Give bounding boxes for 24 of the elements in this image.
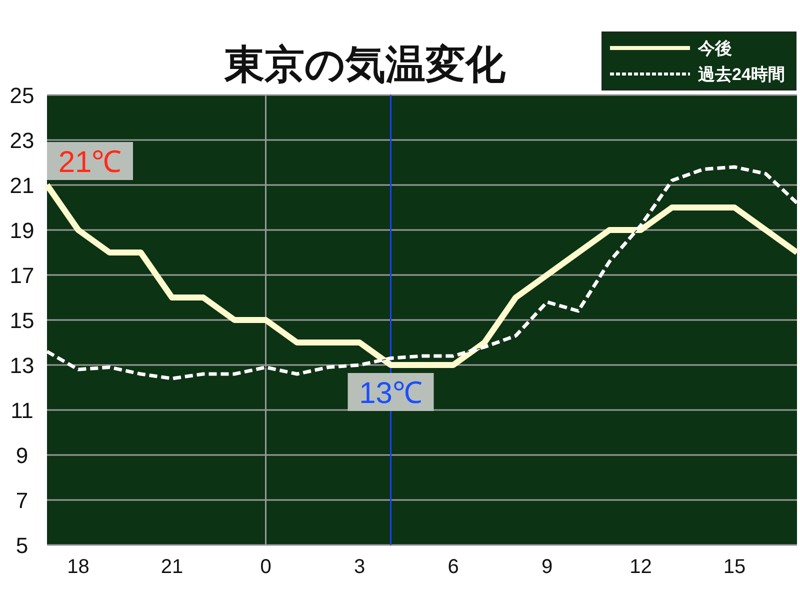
y-tick-label: 7 bbox=[16, 488, 28, 513]
y-tick-label: 5 bbox=[16, 533, 28, 558]
y-tick-label: 23 bbox=[10, 128, 34, 153]
x-tick-label: 9 bbox=[541, 556, 553, 578]
x-tick-label: 0 bbox=[260, 556, 272, 578]
y-tick-label: 15 bbox=[10, 308, 34, 333]
legend-label: 今後 bbox=[697, 39, 732, 58]
annotation: 21℃ bbox=[58, 146, 122, 179]
x-tick-label: 12 bbox=[630, 556, 652, 578]
y-tick-label: 9 bbox=[16, 443, 28, 468]
x-tick-label: 3 bbox=[354, 556, 366, 578]
legend-label: 過去24時間 bbox=[697, 65, 785, 84]
x-tick-label: 21 bbox=[160, 556, 184, 578]
y-tick-label: 19 bbox=[10, 218, 34, 243]
chart-title: 東京の気温変化 bbox=[224, 43, 506, 87]
y-tick-label: 21 bbox=[10, 173, 34, 198]
x-tick-label: 6 bbox=[448, 556, 459, 578]
y-tick-label: 25 bbox=[10, 83, 34, 108]
y-tick-label: 11 bbox=[10, 398, 34, 423]
y-tick-label: 17 bbox=[10, 263, 34, 288]
annotation: 13℃ bbox=[359, 377, 422, 410]
x-tick-label: 18 bbox=[67, 556, 90, 578]
x-tick-label: 15 bbox=[723, 556, 746, 578]
y-tick-label: 13 bbox=[10, 353, 34, 378]
